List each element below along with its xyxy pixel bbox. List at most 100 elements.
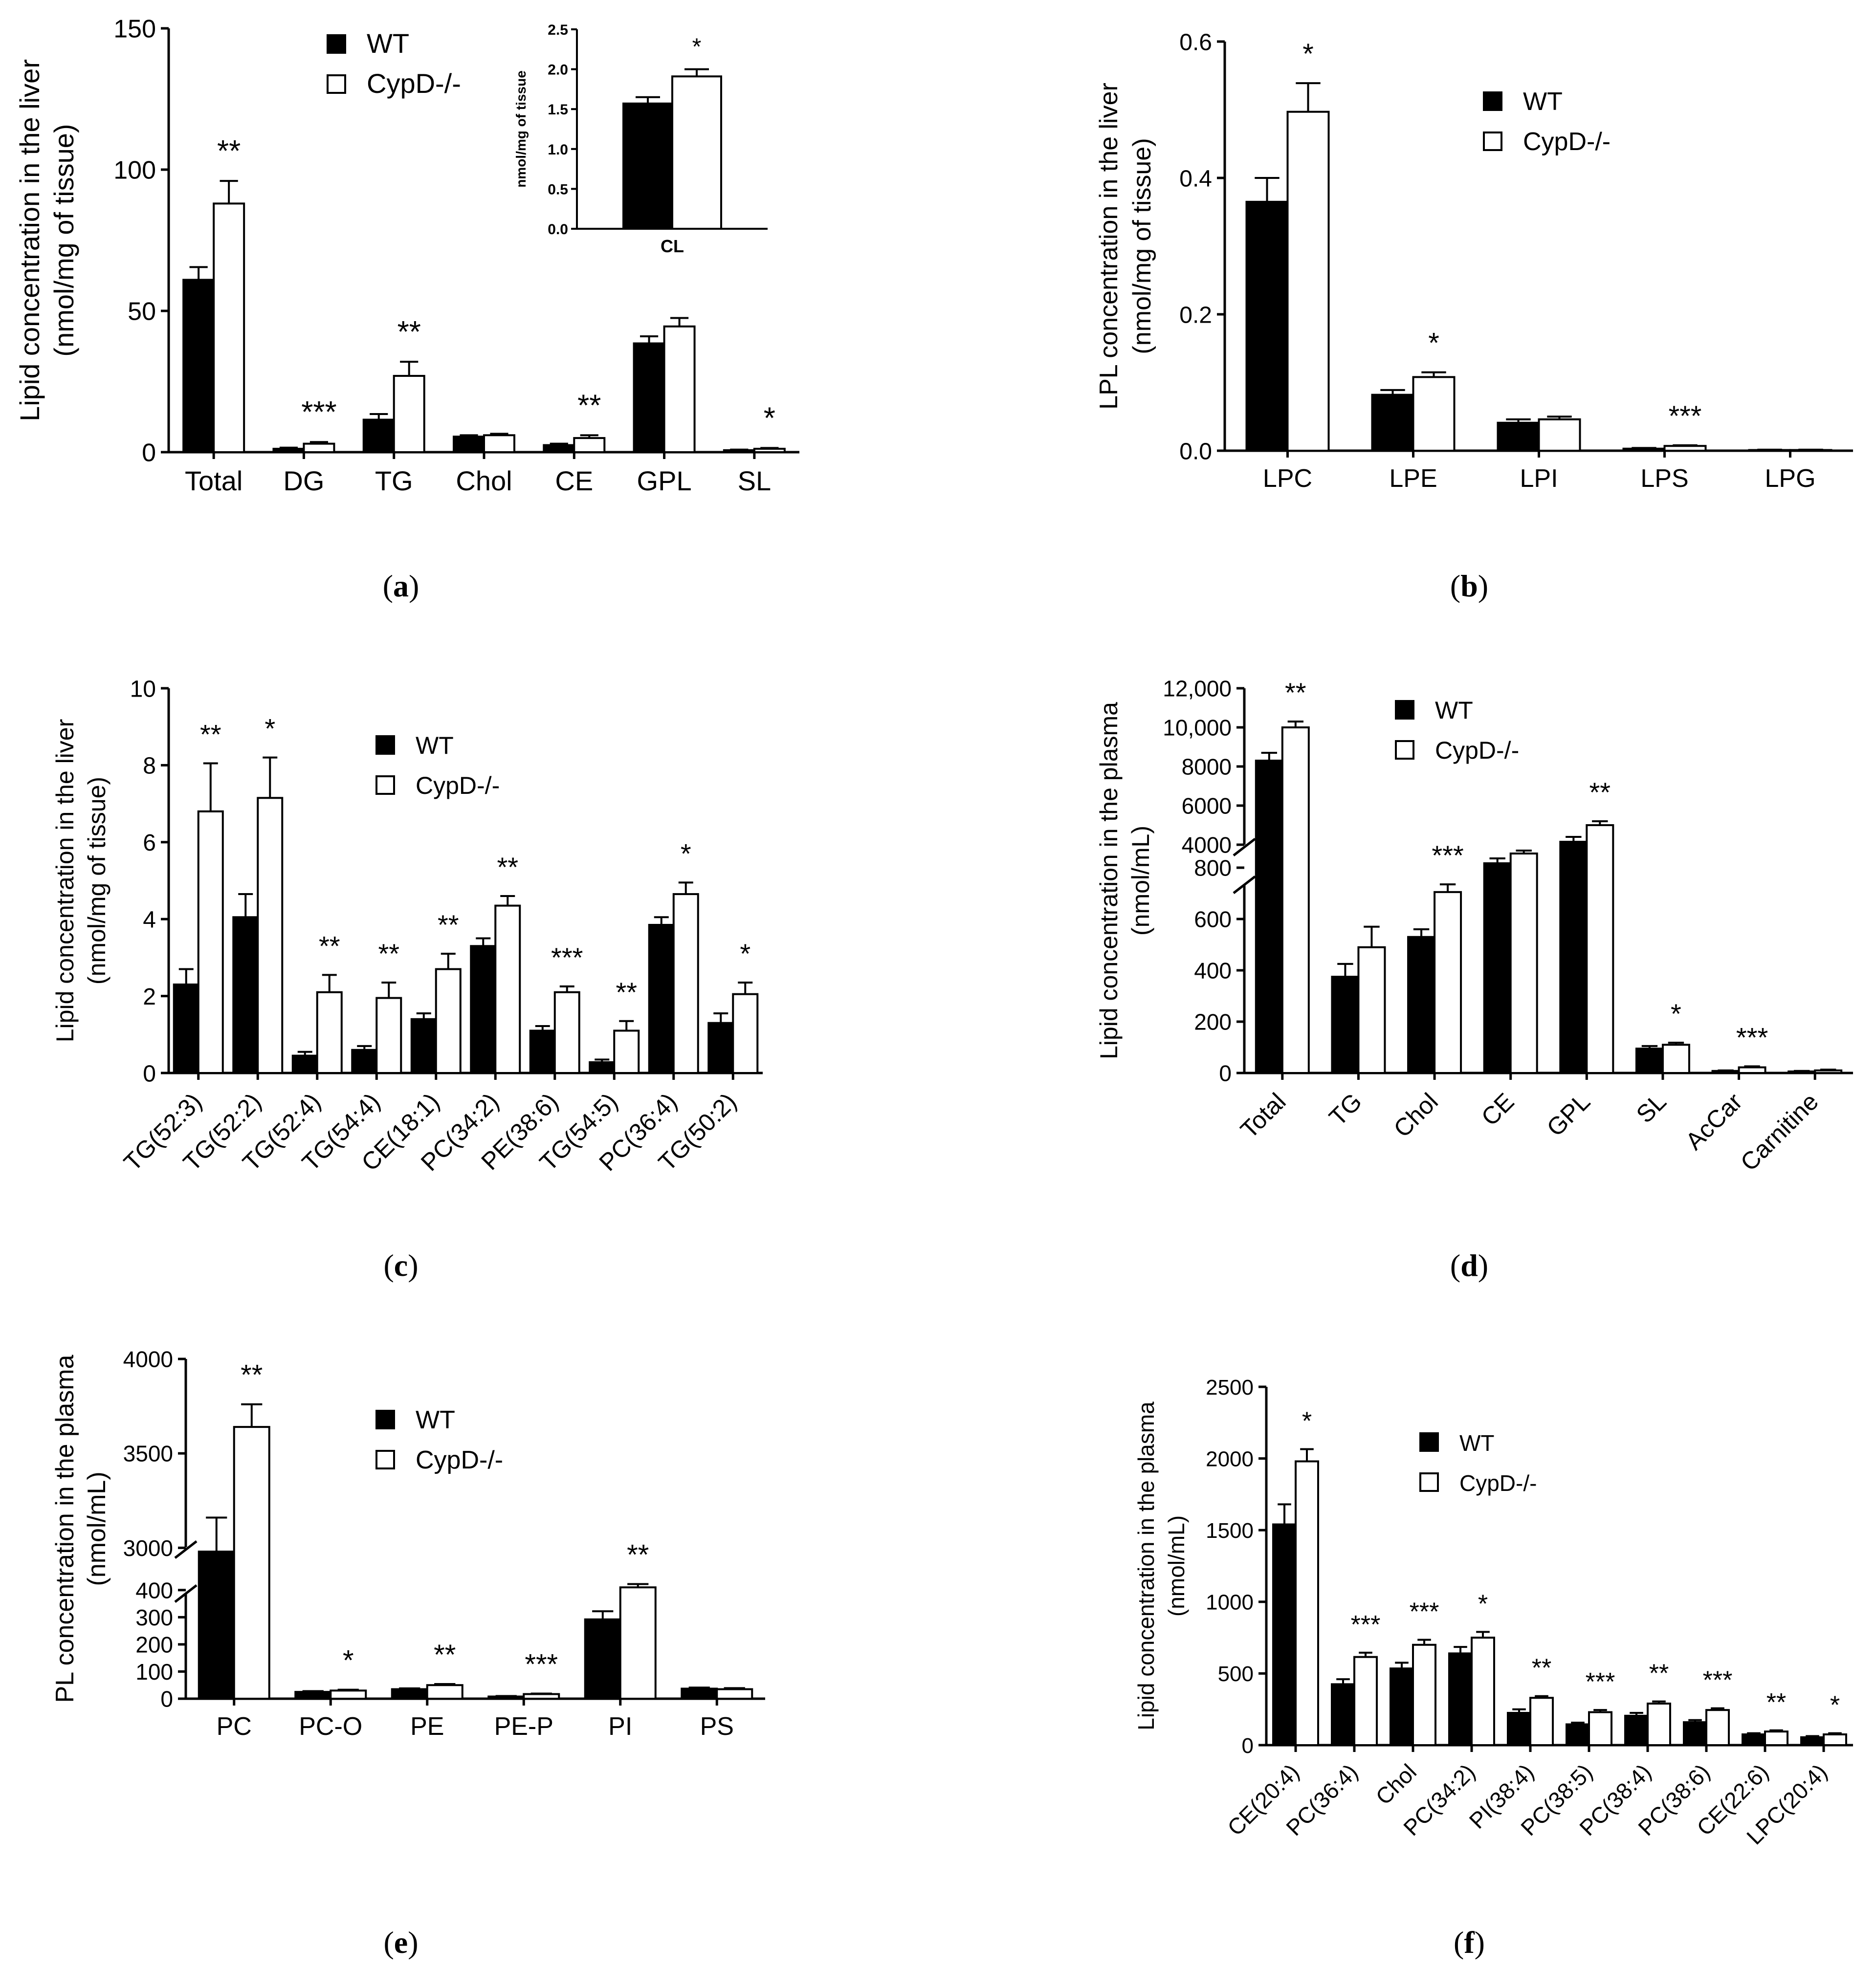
- panel-caption: (e): [383, 1925, 418, 1960]
- caption-paren: (: [383, 1925, 394, 1960]
- bar-cypd: [1353, 1656, 1378, 1746]
- bar-wt: [1497, 421, 1540, 452]
- inset-y-tick-label: 2.0: [548, 62, 568, 78]
- bar-cypd: [1412, 1643, 1436, 1747]
- y-axis-label: Lipid concentration in the plasma: [1133, 1401, 1159, 1730]
- panel-b: 0.0 0.2 0.4 0.6 LPL concentration in the liv…: [1095, 29, 1853, 603]
- x-tick-label: SL: [1631, 1088, 1672, 1128]
- significance-label: ***: [1432, 840, 1463, 871]
- caption-paren: (: [1454, 1925, 1464, 1960]
- bar-cypd: [523, 1693, 560, 1700]
- bar-cypd: [1281, 726, 1310, 1074]
- bar-cypd: [1509, 853, 1538, 1074]
- legend-swatch: [375, 1450, 395, 1469]
- bar-cypd: [233, 1426, 270, 1700]
- bar-cypd: [573, 437, 606, 453]
- axis-break-mark: [1233, 876, 1256, 894]
- legend-swatch: [327, 74, 346, 94]
- y-tick-label: 400: [135, 1577, 173, 1603]
- significance-label: ***: [1410, 1598, 1439, 1626]
- x-tick-label: DG: [283, 465, 324, 496]
- legend-label: WT: [416, 732, 454, 759]
- y-axis-label: Lipid concentration in the liver: [14, 59, 45, 421]
- bar-wt: [1390, 1667, 1414, 1746]
- bar-wt: [272, 448, 305, 454]
- x-tick-label: Chol: [1370, 1759, 1421, 1810]
- significance-label: **: [438, 909, 459, 940]
- bar-cypd: [197, 810, 224, 1074]
- significance-label: *: [764, 401, 775, 435]
- inset-y-tick-label: 1.0: [548, 142, 568, 158]
- y-tick-label: 0: [143, 1061, 156, 1087]
- y-tick-label: 4000: [1182, 832, 1232, 858]
- bar-wt: [648, 924, 675, 1074]
- bar-wt: [1622, 447, 1666, 452]
- legend-label: WT: [1459, 1430, 1495, 1456]
- panel-d: 4000 6000 8000 10,000 12,000 0 200 400 600 800 Lip…: [1095, 676, 1853, 1283]
- panel-caption: (c): [383, 1248, 418, 1283]
- legend: WT CypD-/-: [375, 1406, 503, 1474]
- significance-label: *: [1302, 38, 1314, 70]
- significance-label: **: [241, 1359, 263, 1391]
- inset-y-tick-label: 0.0: [548, 221, 568, 238]
- inset-x-label: CL: [661, 236, 684, 256]
- bar-wt: [1624, 1714, 1649, 1747]
- legend-swatch: [1419, 1472, 1439, 1492]
- axis-break-mark: [174, 1540, 198, 1559]
- significance-label: *: [1671, 998, 1681, 1029]
- y-tick-label: 0.2: [1179, 302, 1212, 328]
- x-tick-label: PC: [217, 1712, 252, 1741]
- y-tick-label: 8: [143, 753, 156, 779]
- y-tick-label: 0.6: [1179, 29, 1212, 55]
- inset-significance: *: [692, 34, 702, 60]
- y-tick-label: 3000: [123, 1535, 173, 1561]
- bar-cypd: [483, 434, 515, 454]
- legend-swatch: [1419, 1432, 1439, 1452]
- bar-wt: [198, 1551, 235, 1700]
- bar-wt: [707, 1022, 734, 1074]
- x-tick-label: PS: [700, 1712, 734, 1741]
- significance-label: ***: [301, 395, 336, 429]
- inset-bar-wt: [622, 102, 673, 230]
- legend-swatch: [375, 735, 395, 755]
- bar-cypd: [753, 448, 786, 454]
- bar-wt: [529, 1029, 556, 1074]
- significance-label: *: [1428, 328, 1439, 359]
- panel-caption: (a): [383, 569, 419, 603]
- legend-label: WT: [367, 28, 409, 59]
- bar-cypd: [613, 1029, 640, 1074]
- x-tick-label: CE: [555, 465, 593, 496]
- bar-cypd: [426, 1684, 463, 1700]
- x-tick-label: PE-P: [494, 1712, 553, 1741]
- significance-label: **: [217, 134, 241, 168]
- x-tick-label: Total: [1235, 1088, 1291, 1143]
- significance-label: **: [378, 938, 399, 969]
- y-tick-label: 2000: [1206, 1447, 1254, 1471]
- legend-label: CypD-/-: [416, 1446, 503, 1474]
- bar-wt: [291, 1054, 318, 1074]
- bar-cypd: [1471, 1637, 1495, 1747]
- bar-wt: [182, 279, 215, 453]
- legend-swatch: [375, 775, 395, 795]
- significance-label: ***: [1586, 1668, 1615, 1696]
- y-tick-label: 3500: [123, 1441, 173, 1467]
- y-tick-label: 1500: [1206, 1519, 1254, 1543]
- bar-cypd: [393, 374, 425, 453]
- x-tick-label: PE: [410, 1712, 444, 1741]
- y-axis-label: LPL concentration in the liver: [1095, 83, 1123, 410]
- bar-cypd: [1434, 891, 1462, 1074]
- bar-cypd: [716, 1688, 753, 1700]
- x-tick-label: PC-O: [299, 1712, 362, 1741]
- x-tick-label: Chol: [1389, 1088, 1443, 1142]
- y-tick-label: 800: [1194, 855, 1232, 881]
- x-tick-label: LPG: [1765, 464, 1815, 493]
- legend-label: CypD-/-: [1523, 128, 1611, 156]
- significance-label: ***: [525, 1648, 558, 1680]
- y-tick-label: 150: [113, 15, 156, 44]
- panel-caption: (d): [1450, 1248, 1488, 1283]
- y-tick-label: 1000: [1206, 1591, 1254, 1615]
- legend-label: CypD-/-: [1459, 1470, 1537, 1496]
- y-axis-label: (nmol/mg of tissue): [83, 777, 110, 985]
